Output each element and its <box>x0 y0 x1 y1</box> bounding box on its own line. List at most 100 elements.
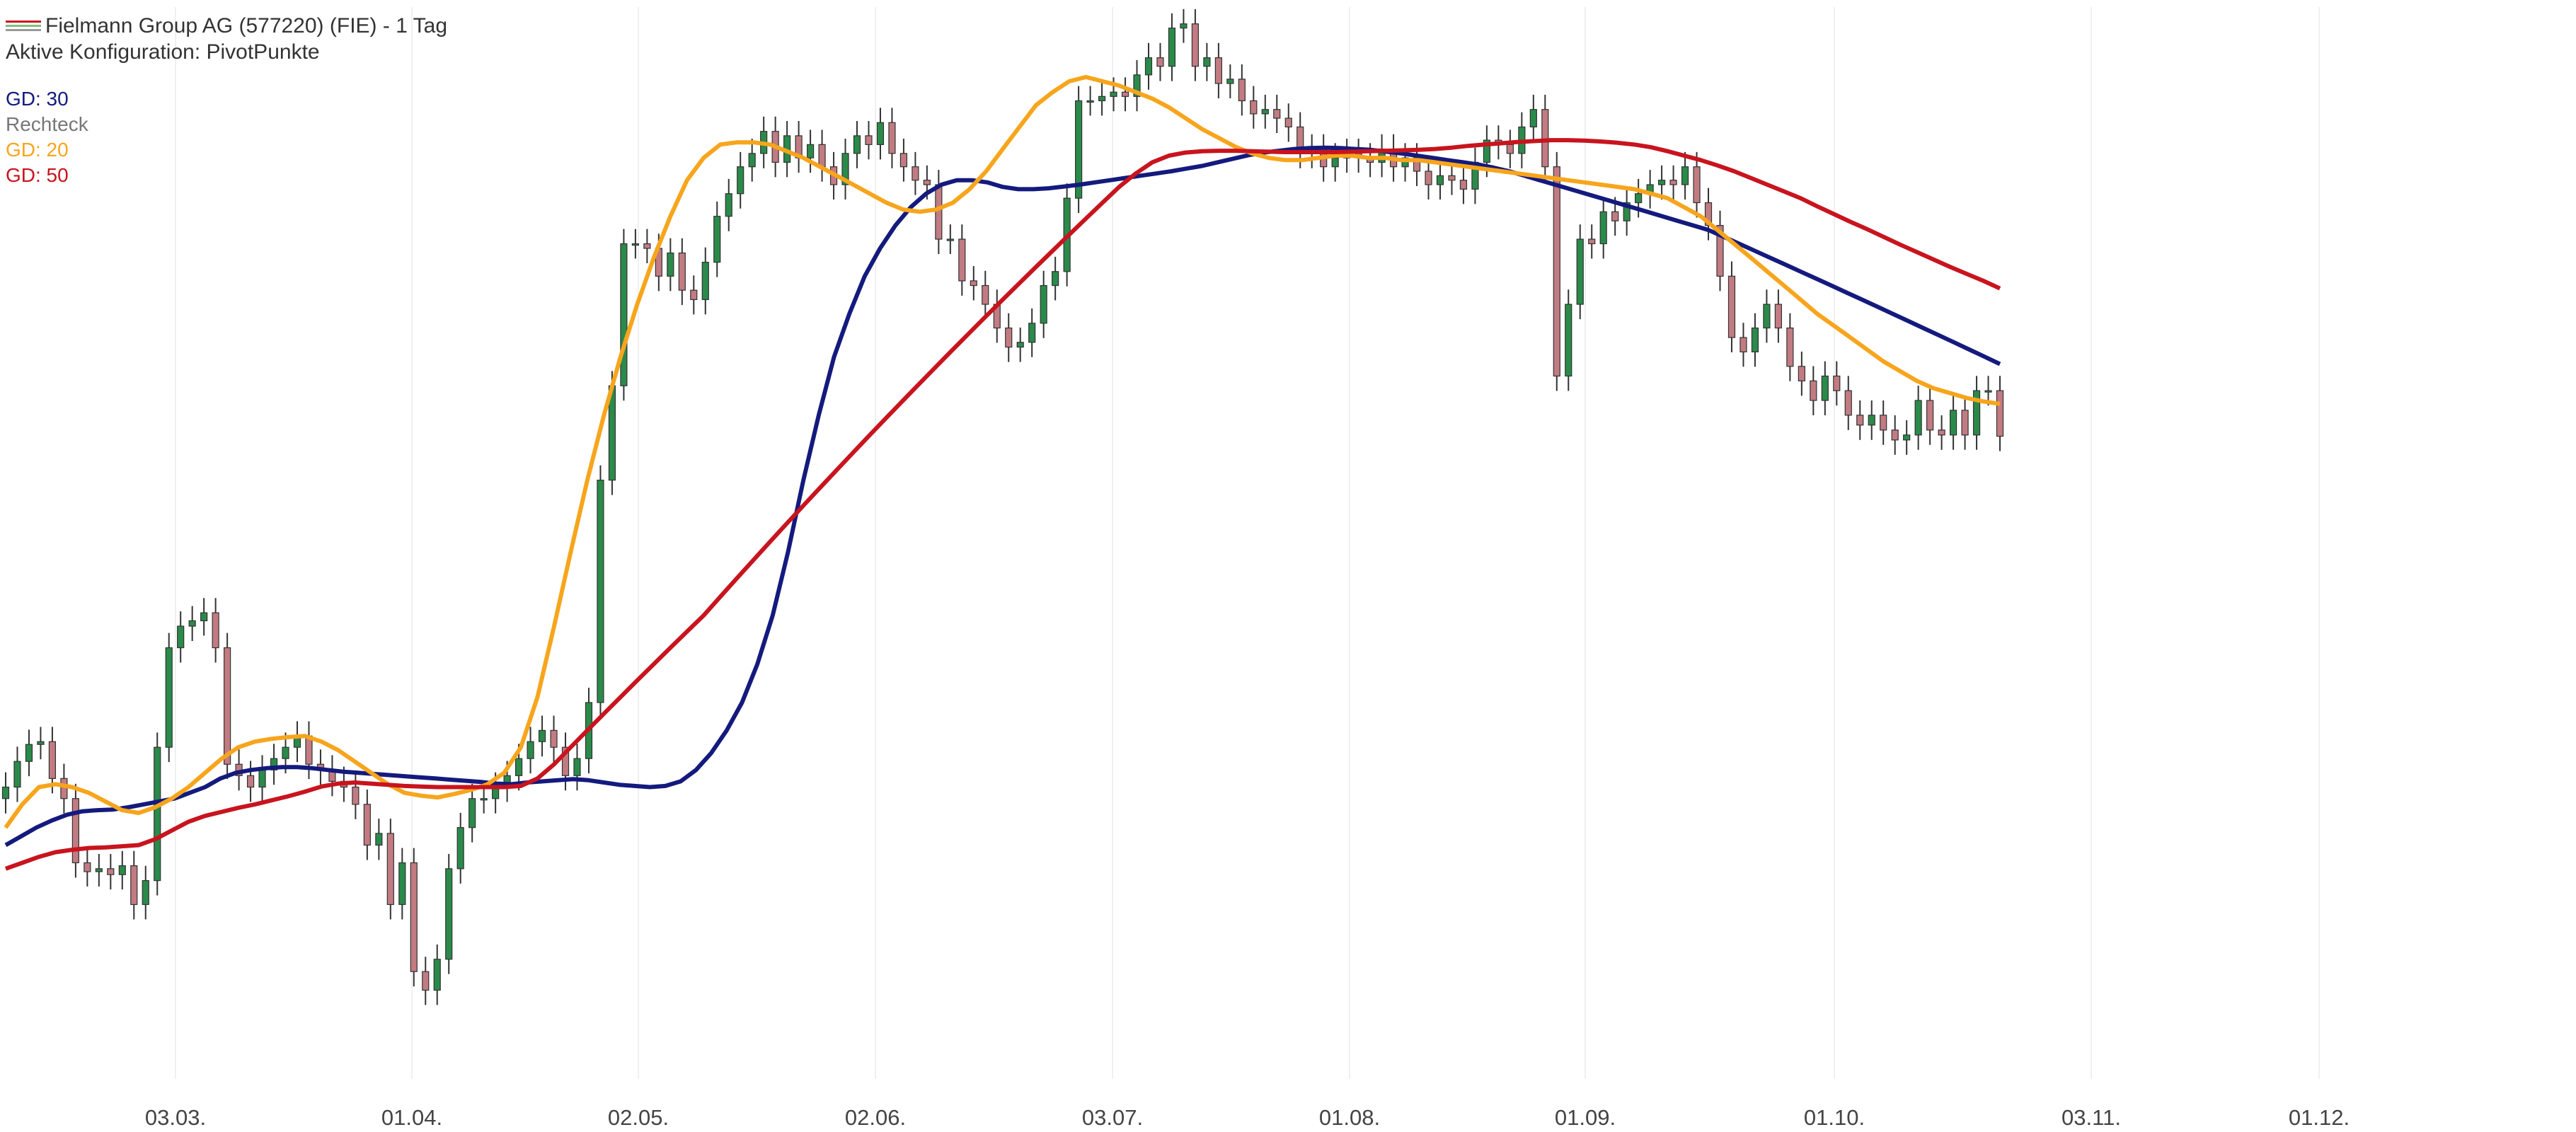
candle[interactable] <box>1949 395 1957 450</box>
candle[interactable] <box>188 606 196 641</box>
candle[interactable] <box>853 121 861 168</box>
candle[interactable] <box>270 744 278 785</box>
candle[interactable] <box>1436 161 1444 200</box>
candle[interactable] <box>433 944 441 1005</box>
candle[interactable] <box>1378 134 1386 178</box>
candle[interactable] <box>375 819 383 860</box>
candle[interactable] <box>1693 151 1701 218</box>
candle[interactable] <box>1576 224 1584 320</box>
candle[interactable] <box>899 139 908 182</box>
candle[interactable] <box>1891 415 1899 455</box>
candle[interactable] <box>1740 323 1747 367</box>
candle[interactable] <box>1284 103 1292 142</box>
candle[interactable] <box>1657 165 1666 200</box>
candle[interactable] <box>1996 376 2004 451</box>
legend-gd50[interactable]: GD: 50 <box>6 164 69 186</box>
candle[interactable] <box>386 819 394 920</box>
candle[interactable] <box>643 229 651 264</box>
candle[interactable] <box>1459 165 1468 204</box>
candle[interactable] <box>1040 270 1047 338</box>
candle[interactable] <box>620 229 628 401</box>
candle[interactable] <box>795 121 803 173</box>
legend-rechteck[interactable]: Rechteck <box>6 113 88 135</box>
candle[interactable] <box>1646 170 1654 209</box>
candle[interactable] <box>982 270 989 320</box>
legend-gd30[interactable]: GD: 30 <box>6 88 69 110</box>
candle[interactable] <box>1716 210 1724 291</box>
candle[interactable] <box>422 957 430 1005</box>
candle[interactable] <box>445 853 453 974</box>
candle[interactable] <box>142 865 149 920</box>
candle[interactable] <box>456 812 464 884</box>
candle[interactable] <box>1133 59 1141 112</box>
candle[interactable] <box>1798 351 1805 396</box>
candle[interactable] <box>748 139 756 182</box>
candle[interactable] <box>1926 386 1934 445</box>
candle[interactable] <box>690 275 698 315</box>
candle[interactable] <box>48 727 57 794</box>
candle[interactable] <box>246 761 255 802</box>
candle[interactable] <box>1529 94 1537 142</box>
candle[interactable] <box>1191 8 1200 81</box>
candle[interactable] <box>935 170 943 255</box>
candle[interactable] <box>95 853 103 887</box>
candle[interactable] <box>60 763 68 814</box>
candle[interactable] <box>1588 224 1596 259</box>
candle[interactable] <box>958 224 966 296</box>
candle[interactable] <box>1972 376 1981 450</box>
candle[interactable] <box>398 848 406 920</box>
candle[interactable] <box>1751 313 1759 367</box>
candle[interactable] <box>1844 376 1852 430</box>
candle[interactable] <box>1075 86 1083 214</box>
candle[interactable] <box>1938 415 1945 450</box>
candle[interactable] <box>1541 94 1549 182</box>
candle[interactable] <box>1506 129 1514 168</box>
legend-gd20[interactable]: GD: 20 <box>6 139 69 161</box>
candle[interactable] <box>970 266 977 301</box>
candle[interactable] <box>1681 151 1689 200</box>
candle[interactable] <box>1553 151 1560 391</box>
candle[interactable] <box>305 721 313 780</box>
candle[interactable] <box>597 465 604 717</box>
candle[interactable] <box>1856 400 1864 440</box>
candle[interactable] <box>1727 261 1736 353</box>
candle[interactable] <box>1005 313 1013 362</box>
candle[interactable] <box>1238 64 1246 116</box>
active-config-label[interactable]: Aktive Konfiguration: PivotPunkte <box>6 40 320 64</box>
candle[interactable] <box>1214 42 1222 98</box>
candle[interactable] <box>993 289 1001 343</box>
candle[interactable] <box>1052 256 1059 301</box>
candle[interactable] <box>1180 8 1188 43</box>
candle[interactable] <box>1 772 10 814</box>
candle[interactable] <box>1774 289 1782 343</box>
candle[interactable] <box>258 755 266 802</box>
candle[interactable] <box>1016 327 1024 362</box>
candle[interactable] <box>1599 197 1607 259</box>
candle[interactable] <box>468 783 476 843</box>
candle[interactable] <box>1226 64 1234 98</box>
ma-line-1[interactable] <box>4 74 2001 829</box>
candle[interactable] <box>538 715 546 757</box>
candle[interactable] <box>1833 361 1841 406</box>
candle[interactable] <box>107 853 115 890</box>
candle[interactable] <box>84 848 91 887</box>
candle[interactable] <box>1903 420 1911 455</box>
candle[interactable] <box>1261 94 1269 129</box>
candle[interactable] <box>550 715 558 763</box>
candle[interactable] <box>1880 400 1887 445</box>
candle[interactable] <box>912 151 919 195</box>
candle[interactable] <box>1868 400 1875 440</box>
candle[interactable] <box>1623 187 1631 236</box>
candle[interactable] <box>13 746 21 802</box>
candle[interactable] <box>1203 42 1211 81</box>
candle[interactable] <box>737 151 744 209</box>
candle[interactable] <box>1810 366 1817 415</box>
candle[interactable] <box>1565 289 1572 391</box>
candle[interactable] <box>200 598 208 636</box>
candle[interactable] <box>713 201 721 277</box>
candle[interactable] <box>725 178 732 231</box>
candle[interactable] <box>328 755 336 797</box>
candle[interactable] <box>177 611 185 663</box>
candle[interactable] <box>154 732 161 896</box>
